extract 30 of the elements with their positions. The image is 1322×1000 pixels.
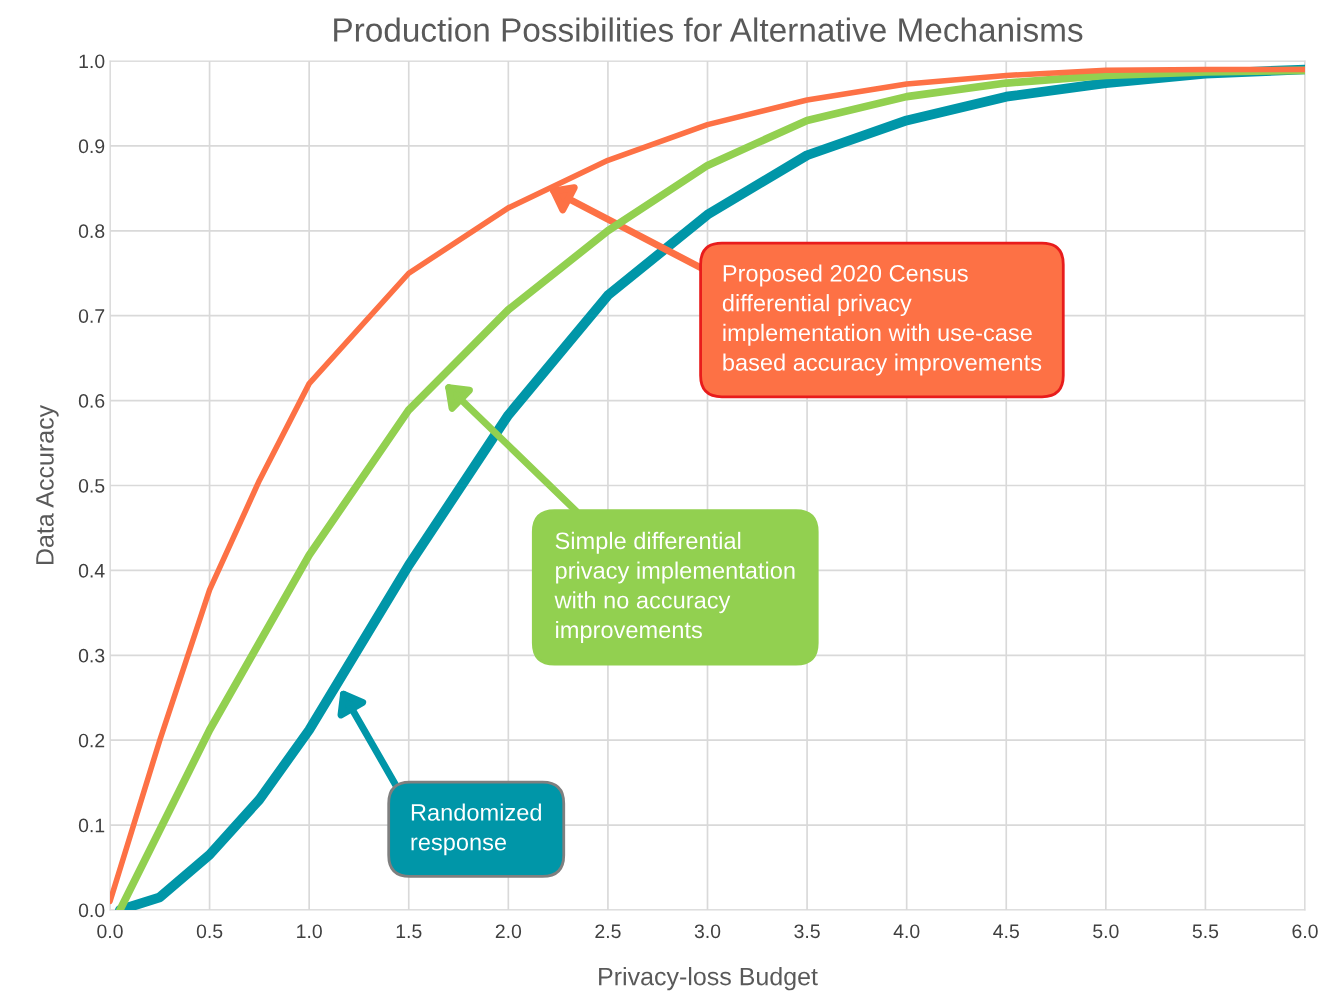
y-axis-title: Data Accuracy [36,404,59,565]
y-tick-label: 0.4 [78,563,105,578]
x-tick-label: 0.5 [196,924,223,939]
x-tick-label: 5.5 [1192,924,1219,939]
y-tick-label: 0.8 [78,224,105,239]
y-tick-label: 0.9 [78,139,105,154]
y-tick-label: 0.1 [78,818,105,833]
annotation: Proposed 2020 Census differential privacy implementation with use-case based accuracy improvements [722,264,1042,376]
x-tick-label: 0.0 [97,924,123,939]
x-tick-label: 1.0 [297,924,322,939]
y-tick-label: 0.6 [78,394,105,408]
x-tick-label: 6.0 [1292,924,1318,939]
y-tick-label: 0.5 [78,478,105,493]
x-tick-label: 5.0 [1093,924,1119,939]
chart-title: Production Possibilities for Alternative Mechanisms [334,17,1083,42]
x-tick-label: 3.0 [694,924,721,939]
y-tick-label: 0.2 [78,733,105,748]
x-tick-label: 2.5 [595,924,621,939]
x-axis-title: Privacy-loss Budget [599,967,818,991]
x-tick-label: 4.5 [993,924,1019,939]
x-tick-label: 1.5 [396,924,422,939]
y-tick-label: 0.3 [78,648,105,663]
annotation: Simple differential privacy implementation with no accuracy improvements [554,531,795,643]
x-tick-label: 3.5 [794,924,820,939]
x-tick-label: 4.0 [893,924,920,939]
y-tick-label: 1.0 [79,54,105,69]
annotation: Randomized response [411,803,541,856]
x-tick-label: 2.0 [495,924,522,939]
y-tick-label: 0.0 [78,903,105,918]
y-tick-label: 0.7 [78,309,105,323]
